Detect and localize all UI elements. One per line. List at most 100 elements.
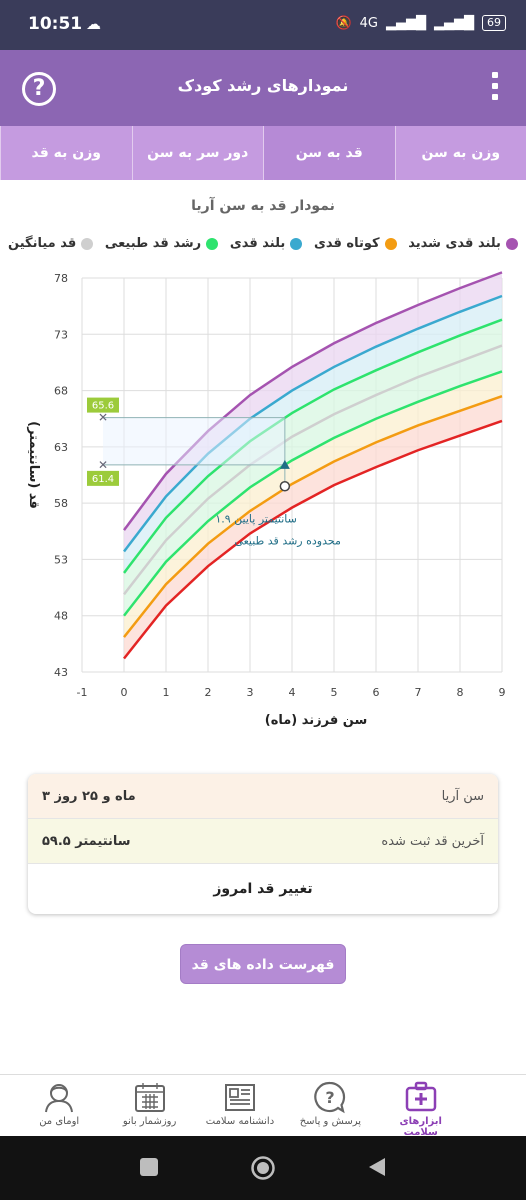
y-tick-label: 68 xyxy=(54,385,68,398)
annotation-line-1: ۱.۹ سانتیمتر پایین xyxy=(215,512,297,525)
series-line xyxy=(123,370,503,617)
nav-label: دانشنامه سلامت xyxy=(205,1116,275,1127)
legend-dot xyxy=(81,237,94,250)
band-area xyxy=(124,272,502,552)
x-tick-label: 4 xyxy=(289,686,296,699)
svg-text:?: ? xyxy=(326,1088,335,1107)
legend-label: قد میانگین xyxy=(8,236,77,251)
x-tick-label: 9 xyxy=(499,686,506,699)
band-area xyxy=(124,371,502,638)
nav-label: ابزارهای سلامت xyxy=(399,1116,442,1138)
band-area xyxy=(124,396,502,659)
tab-weight-height[interactable]: وزن به قد xyxy=(0,126,132,180)
legend-label: بلند قدی xyxy=(229,236,286,251)
age-label: سن آریا xyxy=(441,788,484,804)
mute-icon: 🔕 xyxy=(335,15,352,31)
legend-item[interactable]: بلند قدی شدید xyxy=(408,236,518,251)
x-tick-label: 8 xyxy=(457,686,464,699)
nav-qa[interactable]: ? پرسش و پاسخ xyxy=(292,1075,368,1136)
user-avatar-icon xyxy=(45,1084,74,1113)
system-nav-bar xyxy=(0,1136,526,1200)
x-tick-label: 2 xyxy=(205,686,212,699)
nav-calendar[interactable]: روزشمار بانو xyxy=(112,1075,188,1136)
x-tick-label: 0 xyxy=(121,686,128,699)
nav-label: روزشمار بانو xyxy=(122,1116,177,1127)
series-line xyxy=(123,344,503,596)
tab-height-age[interactable]: قد به سن xyxy=(263,126,395,180)
calendar-icon xyxy=(134,1083,165,1112)
medical-kit-icon xyxy=(405,1081,436,1112)
y-tick-label: 58 xyxy=(54,497,68,510)
legend-item[interactable]: بلند قدی xyxy=(229,236,303,251)
age-value: ۳ ماه و ۲۵ روز xyxy=(42,788,136,804)
legend-dot xyxy=(206,237,219,250)
series-line xyxy=(123,395,503,638)
legend-dot xyxy=(505,237,518,250)
help-circle-icon[interactable]: ? xyxy=(22,72,56,106)
x-tick-label: 3 xyxy=(247,686,254,699)
height-list-button[interactable]: فهرست داده های قد آریا xyxy=(180,944,346,1013)
y-tick-label: 63 xyxy=(54,441,68,454)
chart-tabs: وزن به سن قد به سن دور سر به سن وزن به ق… xyxy=(0,126,526,180)
series-line xyxy=(123,294,503,553)
status-bar: 10:51 ☁ 🔕 4G ▂▄▆█ ▂▄▆█ 69 xyxy=(0,0,526,50)
legend-item[interactable]: قد میانگین xyxy=(8,236,94,251)
range-highlight xyxy=(103,417,285,465)
height-row: آخرین قد ثبت شده ۵۹.۵ سانتیمتر xyxy=(28,819,498,864)
band-area xyxy=(124,345,502,616)
bottom-nav: ابزارهای سلامت ? پرسش و پاسخ دانشنامه سل… xyxy=(0,1074,526,1138)
height-label: آخرین قد ثبت شده xyxy=(381,833,484,849)
nav-encyclopedia[interactable]: دانشنامه سلامت xyxy=(202,1075,278,1136)
home-icon[interactable] xyxy=(250,1155,276,1181)
range-marker-x: ✕ xyxy=(98,411,108,425)
y-tick-label: 73 xyxy=(54,328,68,341)
x-tick-label: 6 xyxy=(373,686,380,699)
legend-item[interactable]: رشد قد طبیعی xyxy=(104,236,219,251)
app-header: ? نمودارهای رشد کودک xyxy=(0,50,526,126)
height-value: ۵۹.۵ سانتیمتر xyxy=(42,833,131,849)
page-title: نمودارهای رشد کودک xyxy=(177,76,349,95)
measured-point xyxy=(279,481,291,492)
y-axis-title: قد (سانتیمتر) xyxy=(26,421,41,509)
range-badge-label: 61.4 xyxy=(92,474,114,485)
recents-icon[interactable] xyxy=(138,1156,160,1178)
band-area xyxy=(124,319,502,595)
encyclopedia-icon xyxy=(224,1084,255,1111)
nav-profile[interactable]: اومای من xyxy=(21,1075,97,1136)
signal-icon: ▂▄▆█ xyxy=(386,15,426,31)
legend-dot xyxy=(290,237,303,250)
legend-label: بلند قدی شدید xyxy=(408,236,501,251)
annotation-line-2: محدوده رشد قد طبیعی xyxy=(234,534,341,547)
legend-label: رشد قد طبیعی xyxy=(104,236,202,251)
x-tick-label: 7 xyxy=(415,686,422,699)
change-height-button[interactable]: تغییر قد امروز xyxy=(213,881,313,897)
status-icons: 🔕 4G ▂▄▆█ ▂▄▆█ 69 xyxy=(335,15,506,31)
chart-title: نمودار قد به سن آریا xyxy=(191,198,335,214)
series-line xyxy=(123,419,503,660)
range-badge-label: 65.6 xyxy=(92,401,114,412)
legend-dot xyxy=(384,237,397,250)
legend-item[interactable]: کوتاه قدی xyxy=(314,236,397,251)
question-bubble-icon: ? xyxy=(314,1081,346,1114)
band-area xyxy=(124,296,502,573)
nav-health-tools[interactable]: ابزارهای سلامت xyxy=(383,1075,459,1138)
y-tick-label: 43 xyxy=(54,666,68,679)
info-card: سن آریا ۳ ماه و ۲۵ روز آخرین قد ثبت شده … xyxy=(28,774,498,914)
signal-icon-2: ▂▄▆█ xyxy=(434,15,474,31)
x-axis-title: سن فرزند (ماه) xyxy=(265,713,368,728)
x-tick-label: 1 xyxy=(163,686,170,699)
nav-label: اومای من xyxy=(39,1116,80,1127)
range-badge xyxy=(87,397,119,413)
more-vertical-icon[interactable] xyxy=(492,72,500,106)
y-tick-label: 53 xyxy=(54,553,68,566)
nav-label: پرسش و پاسخ xyxy=(299,1116,361,1127)
age-row: سن آریا ۳ ماه و ۲۵ روز xyxy=(28,774,498,819)
status-time: 10:51 xyxy=(28,14,83,34)
tab-weight-age[interactable]: وزن به سن xyxy=(394,126,526,180)
chart-legend: بلند قدی شدید کوتاه قدی بلند قدی رشد قد … xyxy=(8,236,518,251)
battery-icon: 69 xyxy=(482,15,506,31)
back-icon[interactable] xyxy=(366,1156,388,1178)
network-label: 4G xyxy=(359,15,378,31)
tab-head-age[interactable]: دور سر به سن xyxy=(131,126,264,180)
